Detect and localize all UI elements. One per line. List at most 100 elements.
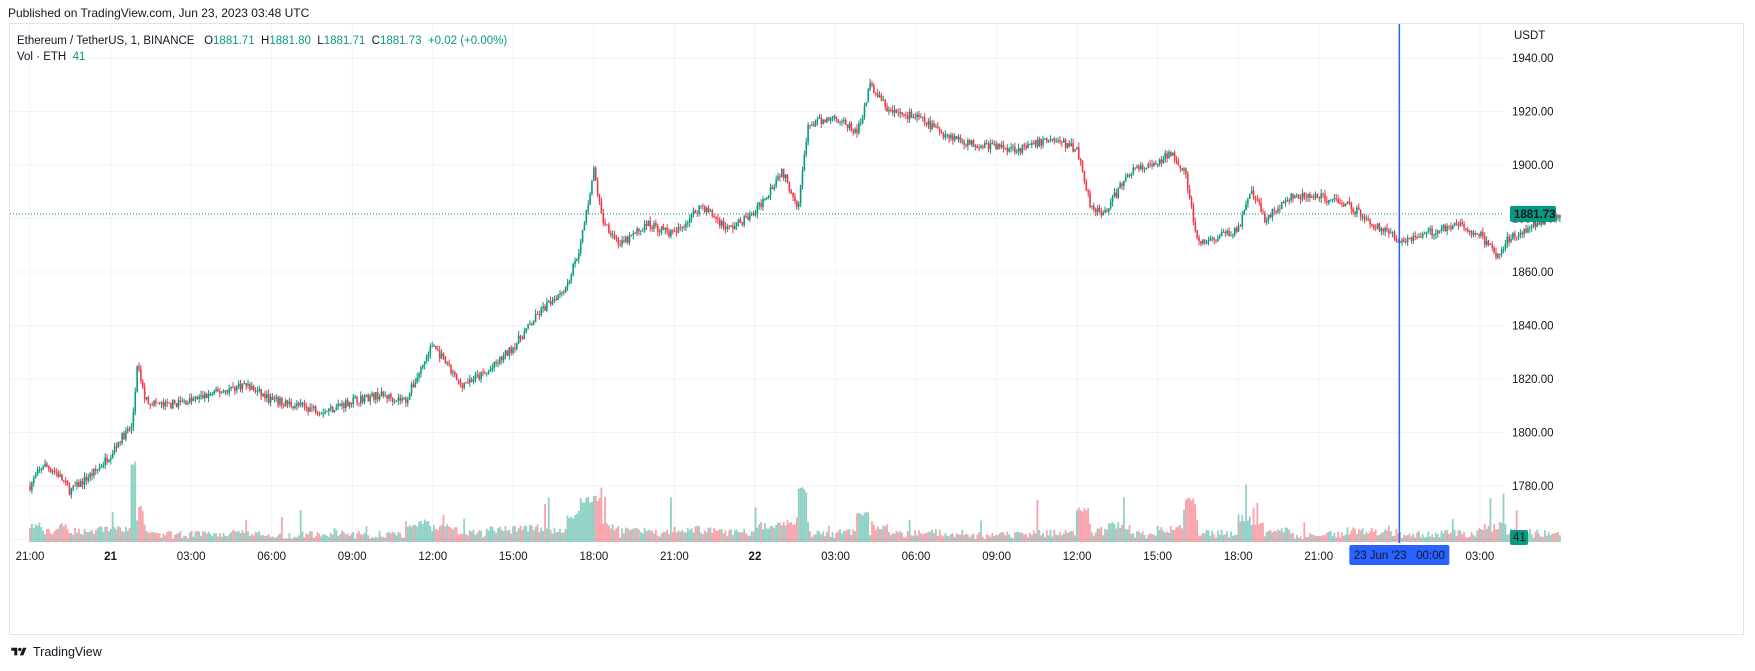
volume-bar (929, 531, 932, 542)
volume-bar (209, 533, 212, 542)
candle-body (976, 146, 979, 148)
volume-bar (70, 533, 73, 542)
candle-body (1186, 174, 1189, 190)
volume-bar (1019, 532, 1022, 542)
volume-bar (1256, 502, 1259, 542)
candle-body (320, 413, 323, 415)
volume-bar (160, 537, 163, 542)
candle-body (529, 324, 531, 325)
volume-bar (307, 534, 310, 542)
candle-body (1497, 254, 1499, 258)
volume-bar (1177, 526, 1180, 542)
candle-body (1217, 238, 1219, 241)
volume-bar (995, 534, 997, 542)
volume-bar (619, 537, 622, 542)
candle-body (1076, 147, 1078, 150)
change-value: +0.02 (+0.00%) (427, 35, 508, 47)
candle-body (106, 457, 108, 463)
candle-body (767, 195, 770, 198)
candle-body (718, 219, 721, 226)
volume-bar (991, 533, 994, 542)
candle-body (1085, 181, 1088, 191)
volume-bar (694, 526, 697, 542)
candle-body (292, 406, 294, 409)
candle-body (564, 287, 567, 293)
volume-bar (38, 522, 41, 542)
candle-body (170, 402, 172, 409)
volume-bar (1057, 535, 1059, 542)
volume-bar (115, 529, 118, 542)
candle-body (1451, 225, 1454, 229)
candle-body (1145, 168, 1148, 169)
volume-bar (282, 538, 285, 542)
volume-bar (923, 533, 926, 542)
volume-bar (788, 523, 791, 542)
volume-bar (237, 530, 240, 542)
volume-bar (948, 536, 950, 542)
volume-bar (747, 535, 749, 542)
candle-body (1311, 196, 1313, 198)
volume-bar (1030, 534, 1033, 542)
candle-body (876, 93, 879, 97)
candle-body (1183, 168, 1185, 171)
volume-bar (762, 529, 764, 542)
candle-body (525, 328, 527, 332)
candle-body (1423, 233, 1426, 235)
volume-bar (1491, 531, 1494, 542)
candle-body (1032, 143, 1035, 145)
candle-body (961, 141, 964, 142)
volume-bar (1277, 529, 1279, 542)
candle-body (53, 471, 56, 473)
volume-bar (1096, 528, 1099, 542)
candle-body (395, 400, 398, 402)
volume-bar (1543, 530, 1546, 542)
candle-body (254, 390, 257, 392)
candle-body (1207, 240, 1210, 243)
candle-body (1051, 138, 1054, 140)
candle-body (1173, 152, 1176, 161)
candle-body (1538, 222, 1541, 225)
candle-body (427, 354, 430, 358)
volume-bar (769, 526, 772, 542)
volume-bar (155, 532, 157, 542)
volume-bar (130, 464, 133, 542)
candle-body (1463, 224, 1465, 229)
candle-body (371, 393, 373, 396)
volume-bar (126, 530, 129, 542)
footer-brand[interactable]: TradingView (9, 645, 102, 659)
volume-bar (1079, 510, 1082, 542)
candle-body (40, 469, 43, 470)
volume-bar (756, 527, 759, 542)
volume-label[interactable]: Vol · ETH (17, 51, 67, 63)
volume-bar (1485, 529, 1488, 542)
volume-bar (374, 536, 377, 542)
symbol-title[interactable]: Ethereum / TetherUS, 1, BINANCE (17, 35, 195, 47)
volume-bar (771, 526, 774, 542)
volume-bar (230, 532, 233, 542)
candle-body (972, 140, 975, 147)
volume-bar (998, 533, 1001, 542)
volume-bar (36, 525, 39, 542)
candle-body (743, 216, 746, 225)
volume-bar (271, 536, 274, 542)
candle-body (863, 105, 866, 117)
candle-body (790, 190, 792, 193)
volume-bar (726, 536, 729, 542)
candle-body (425, 357, 428, 362)
volume-bar (461, 533, 464, 542)
volume-bar (1250, 525, 1253, 542)
candle-body (596, 180, 599, 196)
candle-body (1483, 235, 1486, 245)
volume-bar (1553, 533, 1556, 542)
candle-body (1374, 228, 1377, 230)
candle-body (390, 394, 392, 398)
candle-body (1267, 214, 1270, 220)
candle-body (702, 205, 704, 207)
volume-bar (978, 532, 981, 542)
candle-body (968, 139, 971, 145)
candle-body (422, 364, 424, 368)
candle-body (431, 346, 434, 347)
candle-body (487, 371, 490, 374)
chart-frame[interactable] (9, 23, 1744, 635)
